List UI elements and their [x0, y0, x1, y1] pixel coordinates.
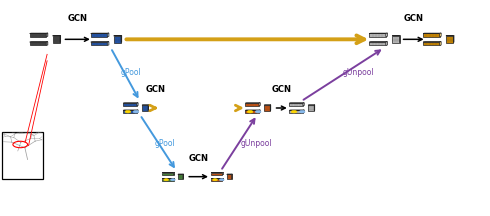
Polygon shape	[227, 174, 232, 179]
Polygon shape	[259, 103, 260, 106]
Circle shape	[164, 179, 169, 181]
Text: gPool: gPool	[121, 68, 141, 77]
Circle shape	[125, 110, 131, 113]
Polygon shape	[222, 172, 223, 175]
Text: GCN: GCN	[271, 85, 292, 94]
Circle shape	[255, 110, 261, 113]
Polygon shape	[123, 110, 137, 113]
Polygon shape	[46, 33, 48, 37]
Polygon shape	[173, 178, 174, 181]
Polygon shape	[392, 36, 399, 43]
Polygon shape	[52, 35, 61, 36]
Polygon shape	[399, 35, 400, 43]
Polygon shape	[211, 179, 222, 181]
Circle shape	[171, 179, 175, 181]
Polygon shape	[222, 178, 223, 181]
Polygon shape	[30, 33, 46, 37]
Polygon shape	[259, 110, 260, 113]
Polygon shape	[290, 103, 303, 106]
Polygon shape	[369, 33, 386, 37]
Polygon shape	[114, 36, 121, 43]
Polygon shape	[392, 35, 400, 36]
Polygon shape	[60, 35, 61, 43]
Text: gUnpool: gUnpool	[241, 139, 273, 148]
Polygon shape	[440, 33, 441, 37]
Polygon shape	[303, 110, 304, 113]
Circle shape	[291, 110, 297, 113]
Polygon shape	[123, 103, 137, 106]
Polygon shape	[107, 33, 109, 37]
Polygon shape	[178, 174, 183, 179]
Circle shape	[133, 110, 139, 113]
Polygon shape	[446, 35, 454, 36]
Text: GCN: GCN	[189, 154, 209, 163]
Polygon shape	[211, 173, 222, 175]
Polygon shape	[270, 105, 271, 111]
Polygon shape	[245, 110, 259, 113]
Text: gPool: gPool	[155, 139, 175, 148]
Polygon shape	[137, 103, 138, 106]
Polygon shape	[303, 103, 304, 106]
Polygon shape	[114, 35, 122, 36]
Polygon shape	[290, 110, 303, 113]
Circle shape	[247, 110, 253, 113]
Polygon shape	[446, 36, 453, 43]
Polygon shape	[308, 105, 314, 111]
Polygon shape	[369, 42, 386, 45]
Polygon shape	[52, 36, 60, 43]
FancyBboxPatch shape	[2, 132, 44, 179]
Polygon shape	[142, 105, 148, 111]
Polygon shape	[386, 33, 388, 37]
Text: GCN: GCN	[404, 14, 423, 23]
Text: GCN: GCN	[68, 14, 88, 23]
Polygon shape	[264, 105, 270, 111]
Polygon shape	[46, 42, 48, 45]
Polygon shape	[423, 33, 440, 37]
Polygon shape	[162, 173, 173, 175]
Polygon shape	[440, 42, 441, 45]
Polygon shape	[30, 42, 46, 45]
Polygon shape	[91, 42, 107, 45]
Text: GCN: GCN	[146, 85, 166, 94]
Polygon shape	[107, 42, 109, 45]
Polygon shape	[137, 110, 138, 113]
Polygon shape	[91, 33, 107, 37]
Polygon shape	[453, 35, 454, 43]
Polygon shape	[423, 42, 440, 45]
Polygon shape	[386, 42, 388, 45]
Circle shape	[213, 179, 218, 181]
Polygon shape	[162, 179, 173, 181]
Polygon shape	[245, 103, 259, 106]
Circle shape	[220, 179, 224, 181]
Circle shape	[299, 110, 305, 113]
Polygon shape	[314, 105, 315, 111]
Polygon shape	[121, 35, 122, 43]
Polygon shape	[173, 172, 174, 175]
Text: gUnpool: gUnpool	[343, 68, 374, 77]
